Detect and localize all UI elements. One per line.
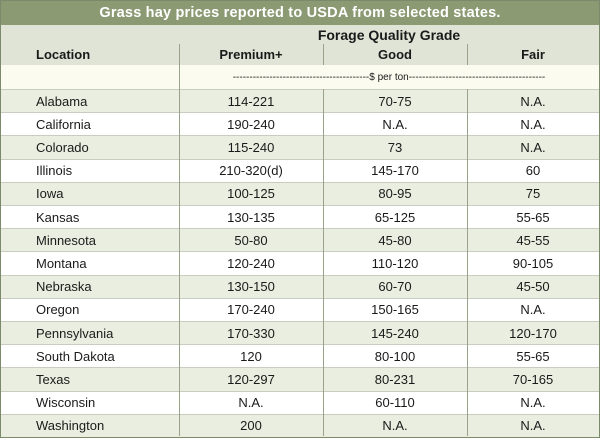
premium-cell: N.A. (238, 395, 264, 411)
good-cell: 145-240 (371, 325, 419, 341)
premium-cell: 200 (240, 418, 262, 434)
table-row: Pennsylvania 170-330 145-240 120-170 (1, 321, 599, 345)
premium-cell: 170-330 (227, 325, 275, 341)
table-row: Iowa 100-125 80-95 75 (1, 181, 599, 205)
table-title: Grass hay prices reported to USDA from s… (1, 1, 599, 25)
premium-header: Premium+ (219, 47, 283, 62)
column-divider (323, 44, 324, 65)
fair-cell: 55-65 (516, 209, 550, 225)
good-cell: 110-120 (371, 255, 419, 271)
location-header: Location (36, 47, 91, 62)
good-cell: 70-75 (378, 93, 412, 109)
column-header-row: Location Premium+ Good Fair (1, 44, 599, 65)
premium-cell: 190-240 (227, 116, 275, 132)
good-cell: 60-110 (375, 395, 415, 411)
column-divider (323, 89, 324, 436)
premium-cell: 114-221 (227, 93, 275, 109)
location-cell: Wisconsin (36, 395, 96, 411)
table-row: Texas 120-297 80-231 70-165 (1, 367, 599, 391)
premium-cell: 130-150 (227, 279, 275, 295)
location-cell: Texas (36, 371, 70, 387)
premium-cell: 170-240 (227, 302, 275, 318)
table-row: Wisconsin N.A. 60-110 N.A. (1, 390, 599, 414)
premium-cell: 120 (240, 348, 262, 364)
table-row: Kansas 130-135 65-125 55-65 (1, 205, 599, 229)
table-row: South Dakota 120 80-100 55-65 (1, 344, 599, 368)
units-label: ----------------------------------------… (232, 71, 546, 83)
location-cell: Minnesota (36, 232, 96, 248)
good-cell: N.A. (382, 418, 408, 434)
location-cell: California (36, 116, 91, 132)
fair-cell: 60 (525, 163, 541, 179)
premium-cell: 115-240 (227, 139, 275, 155)
good-cell: 65-125 (374, 209, 416, 225)
table-row: Nebraska 130-150 60-70 45-50 (1, 274, 599, 298)
fair-header: Fair (521, 47, 545, 62)
fair-cell: N.A. (520, 93, 546, 109)
forage-quality-grade-header: Forage Quality Grade (317, 26, 461, 43)
fair-cell: N.A. (520, 139, 546, 155)
column-divider (467, 89, 468, 436)
fair-cell: N.A. (520, 418, 546, 434)
premium-cell: 120-297 (227, 371, 275, 387)
table-row: Washington 200 N.A. N.A. (1, 413, 599, 437)
header-group-row: Forage Quality Grade (1, 25, 599, 44)
location-cell: Oregon (36, 302, 80, 318)
fair-cell: 45-50 (516, 279, 550, 295)
fair-cell: 70-165 (512, 371, 554, 387)
table-row: Alabama 114-221 70-75 N.A. (1, 89, 599, 113)
location-cell: Illinois (36, 163, 73, 179)
location-cell: Colorado (36, 139, 89, 155)
good-cell: 80-231 (374, 371, 416, 387)
column-divider (467, 44, 468, 65)
premium-cell: 50-80 (234, 232, 268, 248)
table-row: Minnesota 50-80 45-80 45-55 (1, 228, 599, 252)
location-cell: Iowa (36, 186, 64, 202)
good-cell: 73 (387, 139, 403, 155)
fair-cell: N.A. (520, 395, 546, 411)
premium-cell: 100-125 (227, 186, 275, 202)
location-cell: Alabama (36, 93, 88, 109)
fair-cell: 90-105 (512, 255, 554, 271)
fair-cell: 75 (525, 186, 541, 202)
good-cell: 45-80 (378, 232, 412, 248)
good-cell: N.A. (382, 116, 408, 132)
fair-cell: N.A. (520, 116, 546, 132)
table-row: California 190-240 N.A. N.A. (1, 112, 599, 136)
good-cell: 145-170 (371, 163, 419, 179)
units-row: ----------------------------------------… (1, 65, 599, 89)
good-cell: 80-95 (378, 186, 412, 202)
premium-cell: 210-320(d) (219, 163, 283, 179)
table-row: Colorado 115-240 73 N.A. (1, 135, 599, 159)
table-row: Montana 120-240 110-120 90-105 (1, 251, 599, 275)
location-cell: Montana (36, 255, 87, 271)
good-cell: 60-70 (378, 279, 412, 295)
premium-cell: 120-240 (227, 255, 275, 271)
column-divider (179, 44, 180, 436)
good-header: Good (378, 47, 412, 62)
good-cell: 80-100 (374, 348, 416, 364)
location-cell: South Dakota (36, 348, 115, 364)
fair-cell: 120-170 (509, 325, 557, 341)
fair-cell: 45-55 (516, 232, 550, 248)
good-cell: 150-165 (371, 302, 419, 318)
location-cell: Nebraska (36, 279, 92, 295)
location-cell: Pennsylvania (36, 325, 114, 341)
fair-cell: 55-65 (516, 348, 550, 364)
location-cell: Washington (36, 418, 105, 434)
location-cell: Kansas (36, 209, 80, 225)
table-row: Oregon 170-240 150-165 N.A. (1, 297, 599, 321)
fair-cell: N.A. (520, 302, 546, 318)
premium-cell: 130-135 (227, 209, 275, 225)
table-row: Illinois 210-320(d) 145-170 60 (1, 158, 599, 182)
